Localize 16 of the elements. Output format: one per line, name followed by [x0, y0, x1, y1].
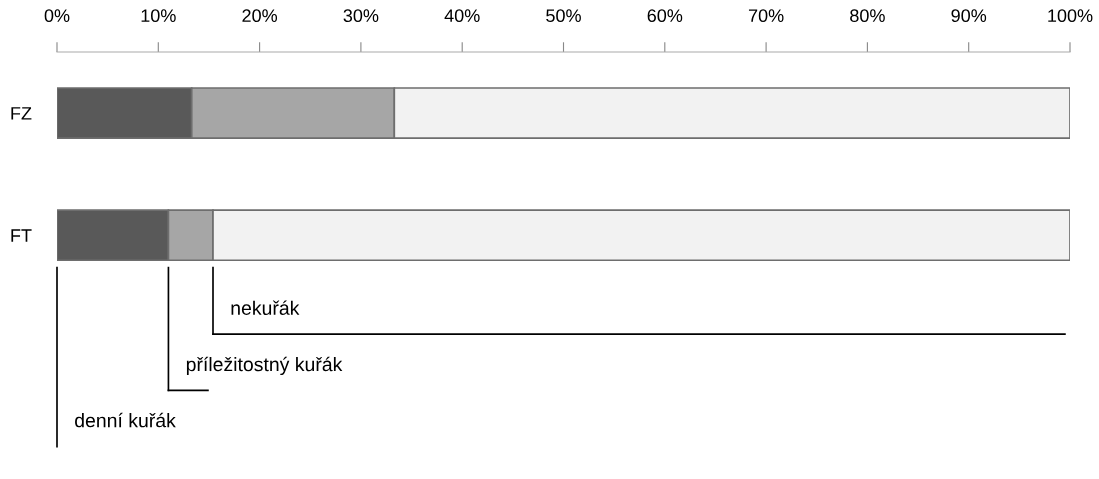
x-tick-label: 30%	[343, 9, 379, 23]
x-tick-label: 70%	[748, 9, 784, 23]
y-tick-label: FZ	[11, 107, 32, 120]
x-tick-label: 100%	[1048, 9, 1093, 23]
text: nekuřák	[231, 300, 300, 315]
x-tick-label: 60%	[647, 9, 683, 23]
x-tick-label: 0%	[44, 9, 70, 23]
x-tick-label: 40%	[444, 9, 480, 23]
x-tick-label: 80%	[850, 9, 885, 23]
y-tick-label: FT	[11, 229, 32, 242]
x-tick-label: 50%	[546, 9, 581, 23]
text: příležitostný kuřák	[186, 356, 343, 376]
x-tick-label: 20%	[242, 9, 278, 23]
text: denní kuřák	[75, 412, 176, 428]
x-tick-label: 90%	[951, 9, 987, 23]
x-tick-label: 10%	[141, 9, 176, 23]
